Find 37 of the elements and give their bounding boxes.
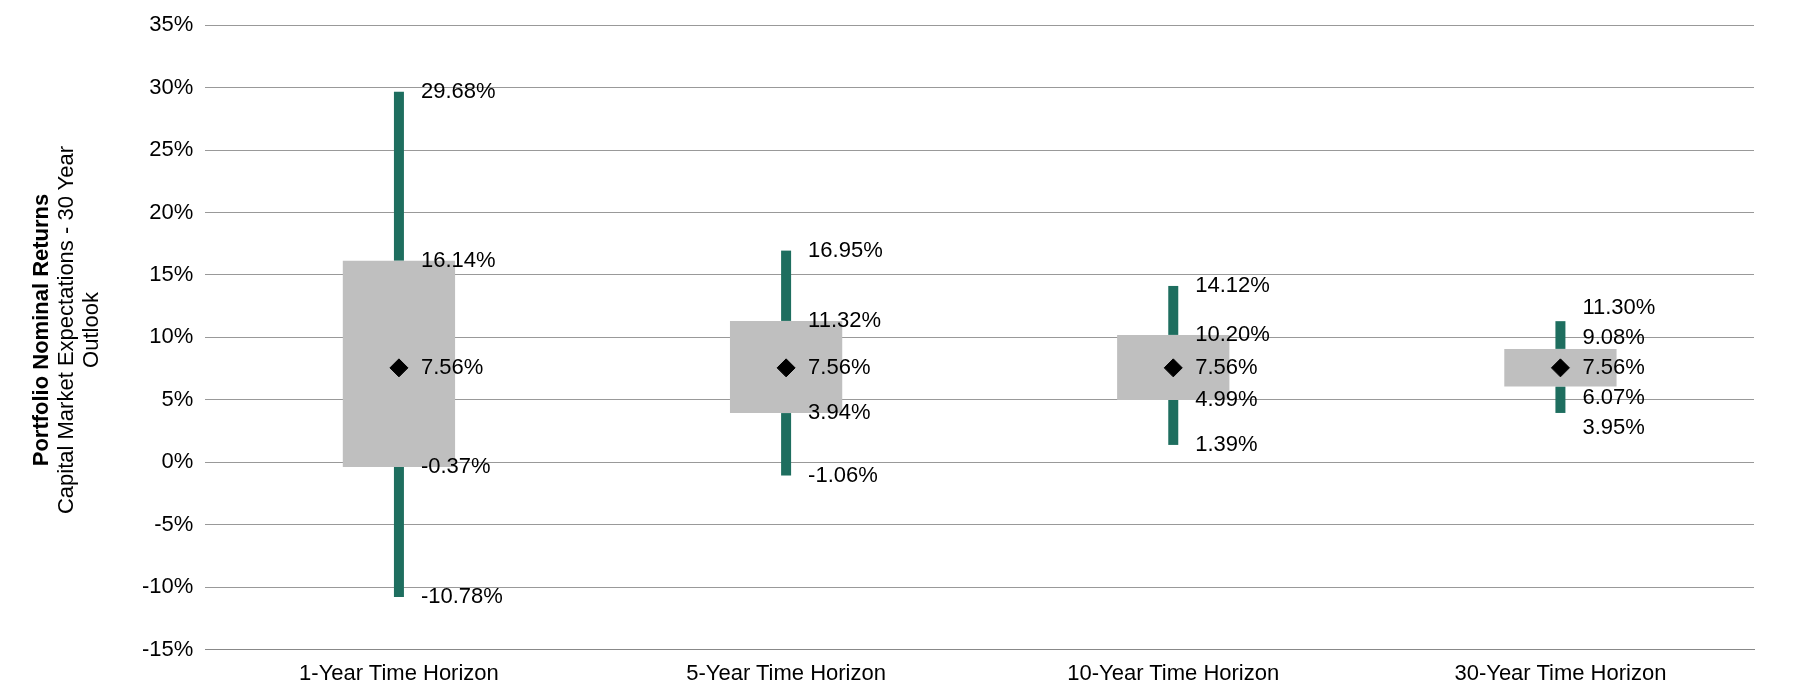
x-tick-label: 10-Year Time Horizon xyxy=(1067,659,1280,685)
y-tick-label: 35% xyxy=(149,11,194,37)
y-tick-label: -15% xyxy=(142,635,194,661)
text: -10.78% xyxy=(420,582,503,608)
text: 3.95% xyxy=(1582,413,1645,439)
x-tick-label: 5-Year Time Horizon xyxy=(686,659,886,685)
text: 7.56% xyxy=(808,353,871,379)
text: 3.94% xyxy=(808,399,871,425)
x-tick-label: 30-Year Time Horizon xyxy=(1454,659,1667,685)
text: -1.06% xyxy=(808,461,878,487)
y-tick-label: 30% xyxy=(149,73,194,99)
text: Capital Market Expectations - 30 Year Outlook xyxy=(52,145,103,515)
text: 6.07% xyxy=(1582,383,1645,409)
y-tick-label: 15% xyxy=(149,261,194,287)
y-tick-label: 5% xyxy=(161,385,194,411)
text: 16.95% xyxy=(808,236,883,262)
y-axis-title: Portfolio Nominal Returns xyxy=(27,193,53,467)
y-tick-label: -5% xyxy=(154,510,194,536)
text: 11.32% xyxy=(808,306,882,332)
text: 11.30% xyxy=(1582,293,1656,319)
text: 7.56% xyxy=(420,353,484,379)
y-tick-label: 10% xyxy=(149,323,194,349)
text: -0.37% xyxy=(420,452,491,478)
text: 1.39% xyxy=(1195,430,1258,456)
text: 7.56% xyxy=(1195,353,1258,379)
text: 16.14% xyxy=(420,246,496,272)
text: 10.20% xyxy=(1195,320,1270,346)
text: 9.08% xyxy=(1582,323,1645,349)
y-tick-label: 25% xyxy=(149,136,194,162)
text: 29.68% xyxy=(420,77,496,103)
y-tick-label: 0% xyxy=(161,448,194,474)
text: 14.12% xyxy=(1195,272,1270,298)
text: 7.56% xyxy=(1582,353,1645,379)
text: 4.99% xyxy=(1195,386,1258,412)
y-tick-label: -10% xyxy=(142,573,194,599)
x-tick-label: 1-Year Time Horizon xyxy=(299,659,499,685)
y-tick-label: 20% xyxy=(149,198,194,224)
